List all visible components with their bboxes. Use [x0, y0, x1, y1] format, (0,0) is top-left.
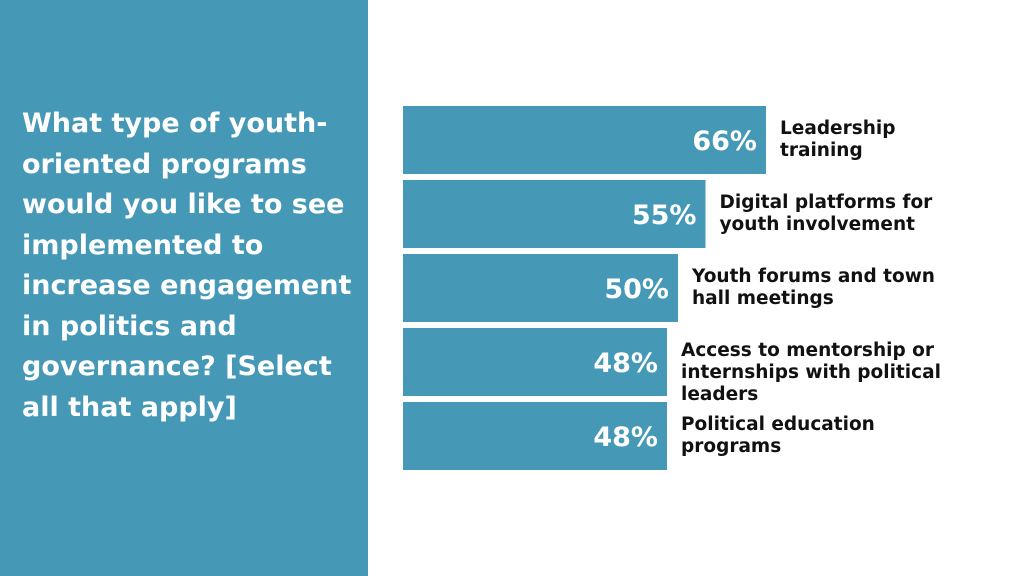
category-label-line: Political education: [681, 414, 875, 435]
category-label-line: training: [780, 140, 863, 161]
bar-3: [403, 254, 678, 322]
category-label-line: Access to mentorship or: [681, 340, 934, 361]
category-label: Digital platforms for youth involvement: [720, 192, 933, 236]
category-label-line: youth involvement: [719, 214, 915, 235]
bar-value-label: 66%: [692, 126, 757, 157]
category-label: Political education programs: [681, 414, 875, 458]
category-label-line: hall meetings: [692, 288, 834, 309]
category-label-line: Digital platforms for: [719, 192, 933, 213]
bar-1: [403, 106, 766, 174]
category-label: Youth forums and town hall meetings: [692, 266, 935, 310]
bar-2: [403, 180, 706, 248]
bar-value-label: 55%: [632, 200, 697, 231]
bar-value-label: 48%: [593, 422, 658, 453]
category-label-line: Youth forums and town: [692, 266, 935, 287]
bar-5: [403, 402, 667, 470]
bar-4: [403, 328, 667, 396]
question-text: What type of youth-oriented programs wou…: [22, 108, 352, 423]
question-panel: [0, 0, 368, 576]
bar-value-label: 50%: [604, 274, 669, 305]
category-label: Leadership training: [780, 118, 896, 162]
category-label-line: programs: [681, 436, 782, 457]
bar-value-label: 48%: [593, 348, 658, 379]
category-label: Access to mentorship or internships with …: [681, 340, 1024, 406]
category-label-line: internships with political leaders: [681, 362, 941, 405]
category-label-line: Leadership: [780, 118, 896, 139]
